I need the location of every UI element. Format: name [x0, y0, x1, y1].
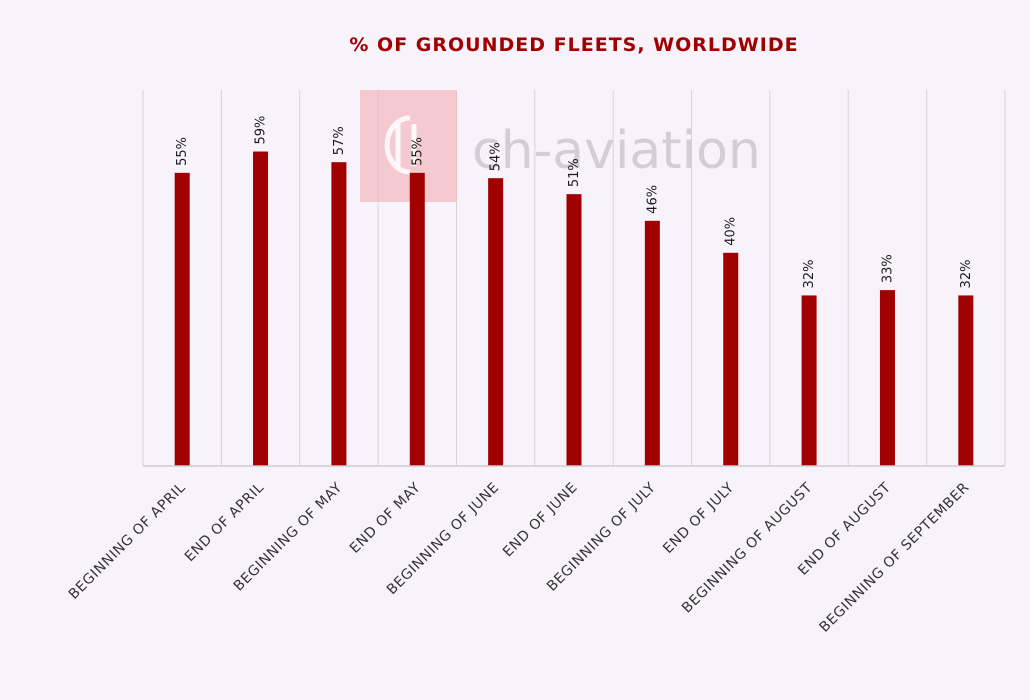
bar	[801, 295, 817, 466]
data-label: 54%	[489, 142, 504, 171]
bar	[879, 290, 895, 466]
data-label: 51%	[567, 158, 582, 187]
data-label: 55%	[175, 137, 190, 166]
bar	[958, 295, 974, 466]
bar	[723, 252, 739, 466]
watermark-logo-icon	[384, 115, 411, 175]
data-label-layer: 55% 59% 57% 55% 54% 51% 46% 40% 32% 33% 32%	[175, 116, 974, 289]
data-label: 40%	[724, 217, 739, 246]
bar-layer	[174, 151, 974, 467]
bar	[644, 220, 660, 466]
watermark-text: ch-aviation	[472, 121, 761, 181]
watermark-logo-box	[360, 90, 457, 202]
bar	[409, 172, 425, 466]
x-tick-label: BEGINNING OF APRIL	[66, 480, 189, 603]
x-tick-label: END OF APRIL	[182, 480, 268, 566]
data-label: 57%	[332, 126, 347, 155]
watermark-logo-mark	[395, 124, 417, 166]
bar	[253, 151, 269, 466]
grid-layer	[142, 90, 1006, 466]
data-label: 46%	[645, 185, 660, 214]
x-tick-label: END OF JUNE	[500, 480, 581, 561]
chart-title: % OF GROUNDED FLEETS, WORLDWIDE	[349, 34, 799, 56]
data-label: 33%	[880, 254, 895, 283]
bar	[174, 172, 190, 466]
data-label: 32%	[802, 260, 817, 289]
x-tick-label: END OF JULY	[660, 480, 737, 557]
data-label: 55%	[410, 137, 425, 166]
x-tick-label: BEGINNING OF AUGUST	[679, 480, 816, 617]
bar	[566, 194, 582, 467]
bar	[331, 162, 347, 466]
x-tick-label: BEGINNING OF SEPTEMBER	[816, 480, 972, 636]
bar	[488, 178, 504, 466]
data-label: 32%	[959, 260, 974, 289]
data-label: 59%	[254, 116, 269, 145]
watermark: ch-aviation	[360, 90, 761, 202]
x-tick-label: END OF MAY	[347, 480, 424, 557]
